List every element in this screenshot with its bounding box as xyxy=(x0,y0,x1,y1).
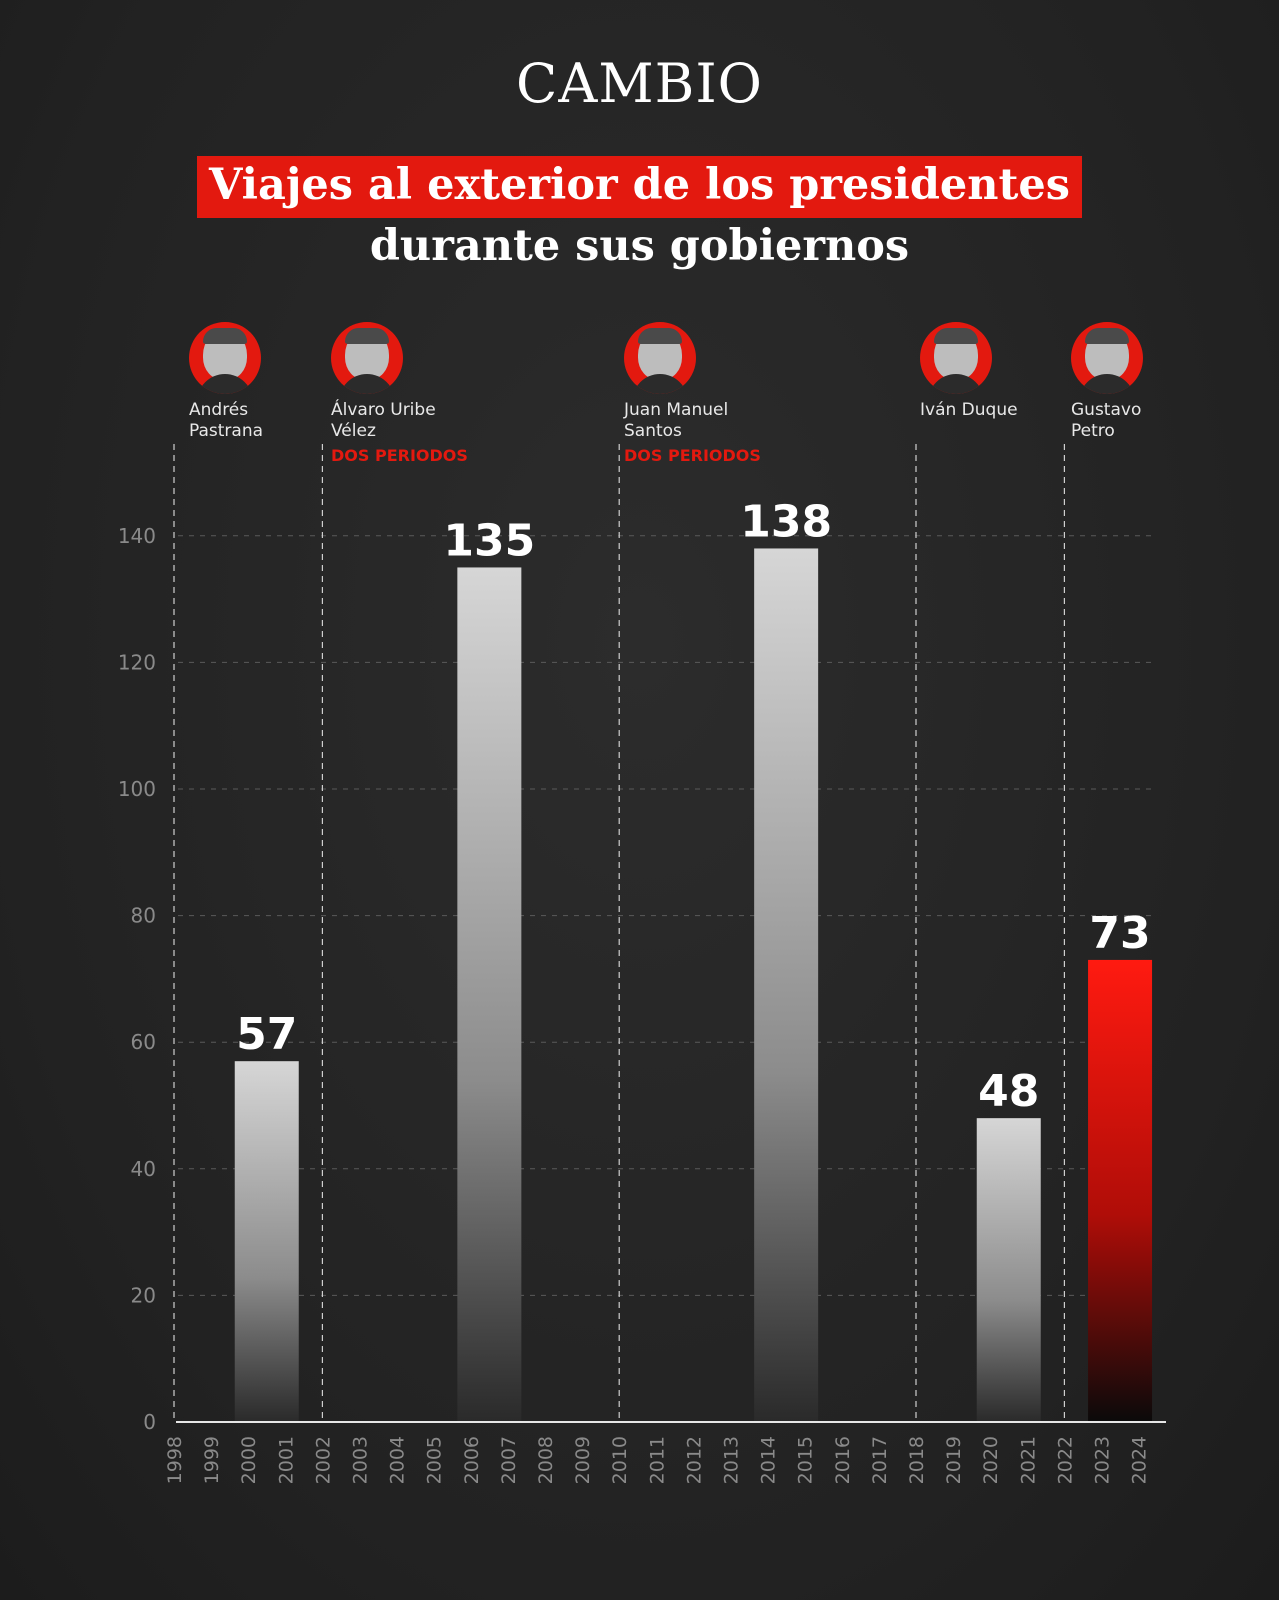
x-tick-label: 2019 xyxy=(943,1436,965,1484)
president-name: Álvaro Uribe Vélez xyxy=(331,400,436,441)
brand-logo: CAMBIO xyxy=(516,52,763,115)
x-tick-label: 1998 xyxy=(164,1436,186,1484)
chart-title: Viajes al exterior de los presidentes du… xyxy=(0,156,1279,274)
y-tick-label: 100 xyxy=(118,777,156,801)
term-label: DOS PERIODOS xyxy=(624,446,761,465)
bar-3 xyxy=(976,1118,1041,1422)
x-tick-label: 2001 xyxy=(275,1436,297,1484)
x-tick-label: 2007 xyxy=(498,1436,520,1484)
x-tick-label: 1999 xyxy=(201,1436,223,1484)
president-name: Andrés Pastrana xyxy=(189,400,264,441)
term-label: DOS PERIODOS xyxy=(331,446,468,465)
portrait-icon xyxy=(920,322,992,394)
x-tick-label: 2003 xyxy=(350,1436,372,1484)
y-tick-label: 140 xyxy=(118,524,156,548)
title-line-1: Viajes al exterior de los presidentes xyxy=(197,156,1082,218)
y-tick-label: 60 xyxy=(131,1030,156,1054)
y-tick-label: 0 xyxy=(143,1410,156,1434)
x-tick-label: 2018 xyxy=(906,1436,928,1484)
x-tick-label: 2000 xyxy=(238,1436,260,1484)
y-tick-label: 120 xyxy=(118,650,156,674)
president-uribe: Álvaro Uribe Vélez DOS PERIODOS xyxy=(331,322,531,465)
portrait-icon xyxy=(331,322,403,394)
x-tick-label: 2022 xyxy=(1054,1436,1076,1484)
portrait-icon xyxy=(624,322,696,394)
x-tick-label: 2015 xyxy=(795,1436,817,1484)
y-tick-label: 40 xyxy=(131,1157,156,1181)
value-label: 48 xyxy=(978,1066,1039,1117)
bar-0 xyxy=(234,1061,299,1422)
bar-4 xyxy=(1088,959,1153,1422)
x-tick-label: 2011 xyxy=(646,1436,668,1484)
value-label: 138 xyxy=(740,496,832,547)
x-tick-label: 2014 xyxy=(758,1436,780,1484)
president-name: Gustavo Petro xyxy=(1071,400,1142,441)
president-name: Juan Manuel Santos xyxy=(624,400,729,441)
x-tick-label: 2009 xyxy=(572,1436,594,1484)
x-tick-label: 2013 xyxy=(721,1436,743,1484)
value-label: 135 xyxy=(443,515,535,566)
president-pastrana: Andrés Pastrana xyxy=(189,322,389,442)
president-duque: Iván Duque xyxy=(920,322,1120,421)
x-tick-label: 2008 xyxy=(535,1436,557,1484)
portrait-icon xyxy=(1071,322,1143,394)
x-tick-label: 2020 xyxy=(980,1436,1002,1484)
x-tick-label: 2024 xyxy=(1129,1436,1151,1484)
bar-2 xyxy=(754,548,819,1422)
president-name: Iván Duque xyxy=(920,400,1018,420)
x-tick-label: 2012 xyxy=(683,1436,705,1484)
x-tick-label: 2002 xyxy=(312,1436,334,1484)
x-tick-label: 2005 xyxy=(424,1436,446,1484)
x-tick-label: 2006 xyxy=(461,1436,483,1484)
bar-1 xyxy=(457,567,522,1422)
x-tick-label: 2021 xyxy=(1017,1436,1039,1484)
president-santos: Juan Manuel Santos DOS PERIODOS xyxy=(624,322,824,465)
x-tick-label: 2004 xyxy=(387,1436,409,1484)
president-petro: Gustavo Petro xyxy=(1071,322,1271,442)
value-label: 73 xyxy=(1089,908,1150,959)
x-tick-label: 2010 xyxy=(609,1436,631,1484)
y-tick-label: 20 xyxy=(131,1283,156,1307)
x-tick-label: 2023 xyxy=(1092,1436,1114,1484)
y-tick-label: 80 xyxy=(131,904,156,928)
value-label: 57 xyxy=(236,1009,297,1060)
x-tick-label: 2017 xyxy=(869,1436,891,1484)
title-line-2: durante sus gobiernos xyxy=(369,221,910,271)
x-tick-label: 2016 xyxy=(832,1436,854,1484)
portrait-icon xyxy=(189,322,261,394)
